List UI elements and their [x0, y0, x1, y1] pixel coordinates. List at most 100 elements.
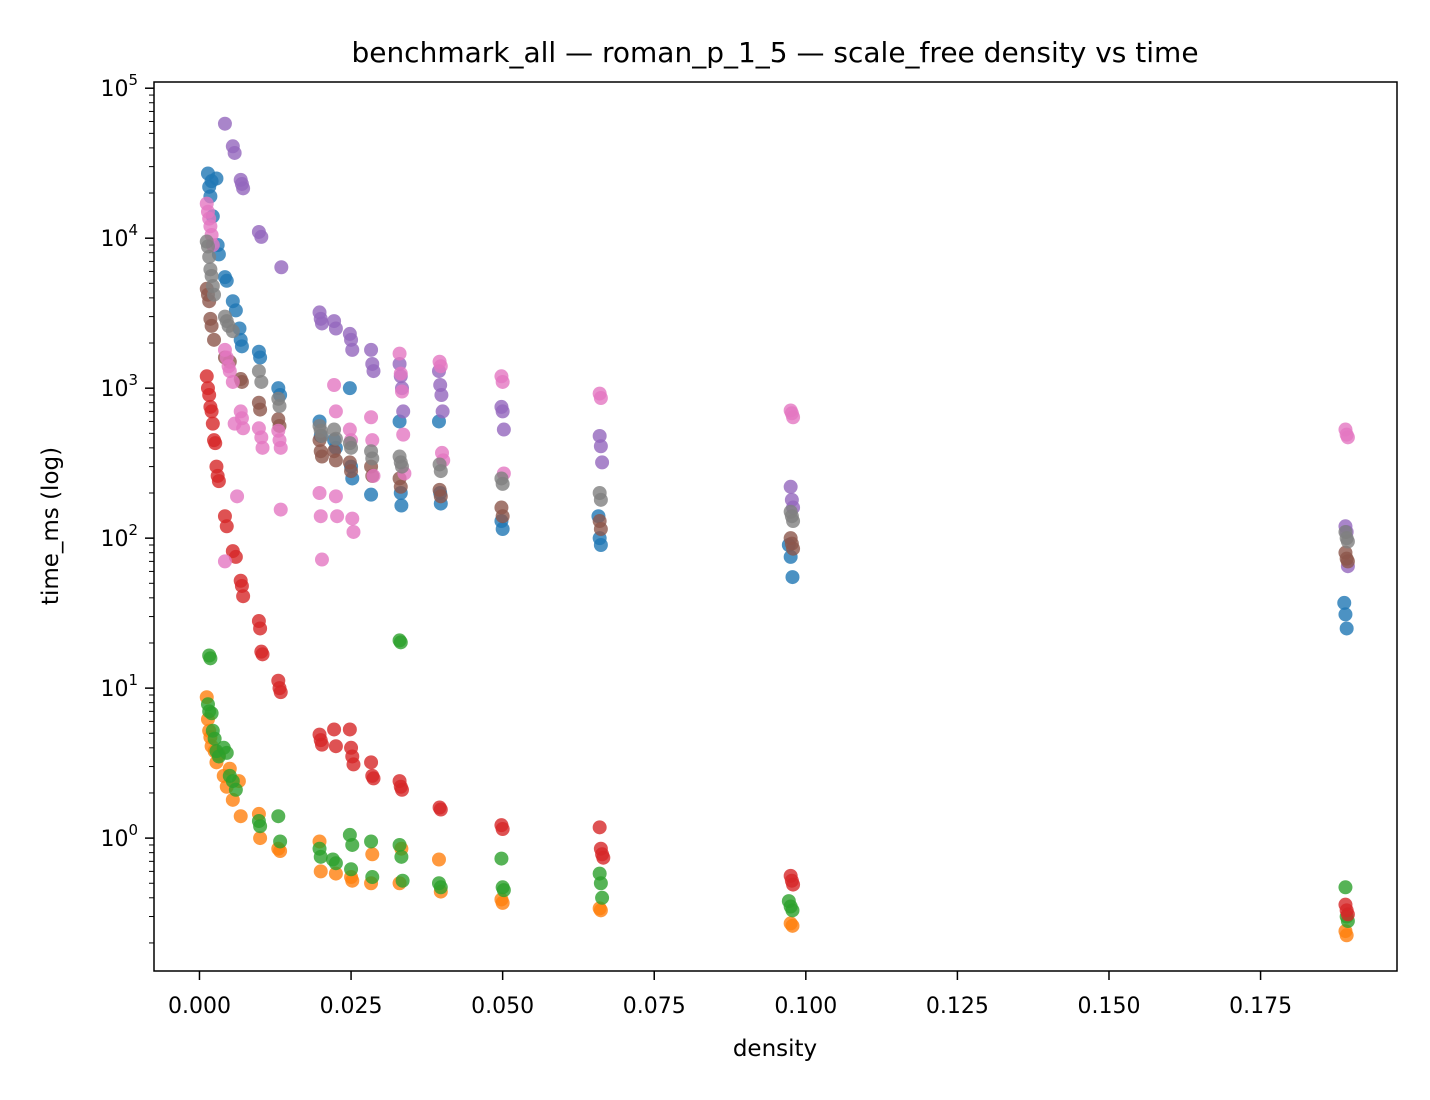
data-point [365, 847, 380, 862]
data-point [204, 404, 219, 419]
data-point [314, 552, 329, 567]
data-point [225, 374, 240, 389]
data-point [596, 850, 611, 865]
x-tick-label: 0.050 [471, 994, 534, 1019]
data-point [313, 849, 328, 864]
data-point [253, 831, 268, 846]
points-layer [199, 116, 1355, 943]
data-point [255, 647, 270, 662]
data-point [786, 410, 801, 425]
data-point [219, 745, 234, 760]
data-point [199, 369, 214, 384]
data-point [396, 427, 411, 442]
data-point [253, 819, 268, 834]
data-point [328, 453, 343, 468]
data-point [495, 522, 510, 537]
data-point [344, 464, 359, 479]
data-point [328, 856, 343, 871]
data-point [365, 451, 380, 466]
data-point [786, 877, 801, 892]
data-point [394, 384, 409, 399]
data-point [366, 364, 381, 379]
data-point [314, 449, 329, 464]
data-point [393, 366, 408, 381]
data-point [1339, 621, 1354, 636]
data-point [392, 346, 407, 361]
data-point [783, 479, 798, 494]
data-point [342, 722, 357, 737]
data-point [228, 549, 243, 564]
data-point [495, 374, 510, 389]
data-point [366, 468, 381, 483]
data-point [327, 722, 342, 737]
y-axis-label: time_ms (log) [38, 447, 64, 605]
data-point [255, 440, 270, 455]
data-point [328, 404, 343, 419]
data-point [496, 422, 511, 437]
data-point [203, 651, 218, 666]
data-point [592, 820, 607, 835]
data-point [344, 440, 359, 455]
data-point [342, 422, 357, 437]
data-point [394, 459, 409, 474]
data-point [346, 524, 361, 539]
x-tick-label: 0.025 [320, 994, 383, 1019]
data-point [312, 486, 327, 500]
data-point [313, 864, 328, 879]
data-point [253, 402, 268, 417]
data-point [785, 918, 800, 933]
data-point [228, 782, 243, 797]
data-point [593, 538, 608, 553]
data-point [433, 359, 448, 374]
data-point [786, 514, 801, 529]
data-point [219, 519, 234, 534]
data-point [328, 866, 343, 881]
data-point [593, 492, 608, 507]
data-point [314, 737, 329, 752]
data-point [327, 377, 342, 392]
data-point [234, 339, 249, 354]
x-tick-label: 0.000 [168, 994, 231, 1019]
y-tick-label: 104 [100, 221, 138, 252]
data-point [785, 903, 800, 918]
data-point [365, 433, 380, 448]
data-point [330, 509, 345, 524]
data-point [345, 873, 360, 888]
data-point [251, 364, 266, 379]
data-point [273, 685, 288, 700]
data-point [342, 381, 357, 396]
data-point [495, 476, 510, 491]
data-point [230, 489, 245, 504]
x-tick-label: 0.100 [774, 994, 837, 1019]
data-point [207, 731, 222, 746]
data-point [211, 474, 226, 489]
data-point [273, 844, 288, 859]
y-tick-label: 103 [100, 371, 138, 402]
data-point [593, 439, 608, 454]
data-point [345, 342, 360, 357]
data-point [225, 324, 240, 339]
x-axis: 0.000 0.025 0.050 0.075 0.100 0.125 0.150 0.175 [168, 971, 1292, 1019]
data-point [228, 303, 243, 318]
data-point [202, 388, 217, 403]
data-point [253, 350, 268, 365]
data-point [364, 410, 379, 425]
data-point [204, 706, 219, 721]
data-point [272, 399, 287, 414]
data-point [785, 570, 800, 585]
data-point [396, 404, 411, 419]
data-point [207, 332, 222, 347]
data-point [593, 903, 608, 918]
data-point [254, 229, 269, 244]
x-tick-label: 0.125 [926, 994, 989, 1019]
data-point [1339, 928, 1354, 943]
data-point [366, 771, 381, 786]
data-point [433, 880, 448, 895]
data-point [1338, 880, 1353, 895]
y-tick-label: 100 [100, 821, 138, 852]
chart-title: benchmark_all — roman_p_1_5 — scale_free… [351, 36, 1198, 69]
data-point [207, 287, 222, 302]
data-point [254, 430, 269, 445]
data-point [202, 249, 217, 264]
data-point [392, 837, 407, 852]
